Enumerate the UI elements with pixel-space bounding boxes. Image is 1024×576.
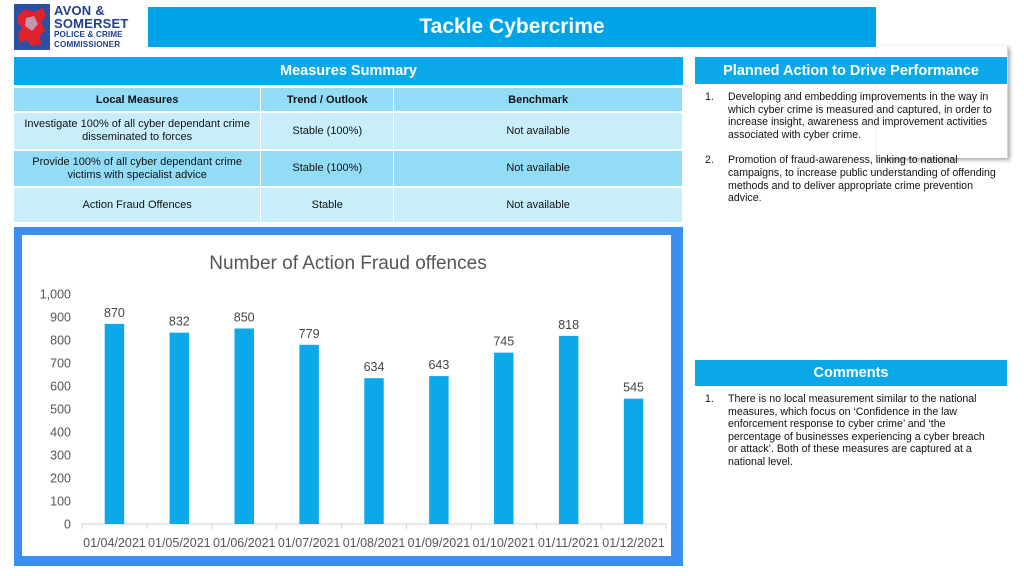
planned-action-heading: Planned Action to Drive Performance bbox=[695, 57, 1007, 84]
benchmark-cell: Not available bbox=[393, 150, 683, 188]
benchmark-cell: Not available bbox=[393, 112, 683, 151]
page-title: Tackle Cybercrime bbox=[148, 7, 876, 47]
list-item-number: 2. bbox=[705, 154, 714, 167]
measure-cell: Investigate 100% of all cyber dependant … bbox=[14, 112, 262, 151]
bar bbox=[494, 352, 514, 524]
x-tick-label: 01/08/2021 bbox=[343, 536, 406, 550]
list-item: 1. Developing and embedding improvements… bbox=[697, 91, 1003, 141]
list-item-number: 1. bbox=[705, 91, 714, 103]
trend-cell: Stable (100%) bbox=[260, 112, 395, 151]
logo-line-1: AVON & bbox=[54, 3, 105, 18]
pcc-logo: AVON & SOMERSET POLICE & CRIME COMMISSIO… bbox=[14, 4, 134, 52]
chart-title: Number of Action Fraud offences bbox=[209, 253, 486, 274]
chart-area: Number of Action Fraud offences 0 100 200 3… bbox=[22, 235, 671, 556]
trend-cell: Stable bbox=[260, 187, 395, 224]
x-tick-label: 01/10/2021 bbox=[472, 536, 535, 550]
bar-value-label: 634 bbox=[364, 360, 385, 374]
bar bbox=[623, 398, 644, 524]
x-tick-label: 01/11/2021 bbox=[538, 536, 600, 550]
bar bbox=[169, 332, 190, 524]
y-tick-label: 100 bbox=[50, 495, 71, 509]
y-tick-label: 700 bbox=[50, 357, 71, 371]
measures-header-row: Local Measures Trend / Outlook Benchmark bbox=[14, 88, 683, 113]
bar-value-label: 745 bbox=[493, 335, 514, 349]
list-item: 1. There is no local measurement similar… bbox=[697, 393, 997, 469]
table-row: Provide 100% of all cyber dependant crim… bbox=[14, 150, 683, 188]
x-tick-label: 01/09/2021 bbox=[408, 536, 471, 550]
column-header-benchmark: Benchmark bbox=[393, 88, 683, 113]
trend-cell: Stable (100%) bbox=[260, 150, 395, 188]
column-header-local-measures: Local Measures bbox=[14, 88, 262, 113]
bar-value-label: 545 bbox=[623, 381, 644, 395]
action-fraud-bar-chart: Number of Action Fraud offences 0 100 200 3… bbox=[40, 253, 667, 550]
logo-line-4: COMMISSIONER bbox=[54, 39, 121, 49]
bar bbox=[104, 323, 125, 524]
y-tick-label: 800 bbox=[50, 334, 71, 348]
list-item-text: There is no local measurement similar to… bbox=[728, 393, 985, 468]
y-tick-label: 0 bbox=[64, 518, 71, 532]
measures-summary-heading: Measures Summary bbox=[14, 57, 683, 85]
benchmark-cell: Not available bbox=[393, 187, 683, 224]
x-tick-label: 01/05/2021 bbox=[148, 536, 211, 550]
x-tick-label: 01/06/2021 bbox=[213, 536, 276, 550]
bar-value-label: 818 bbox=[558, 318, 579, 332]
comments-heading: Comments bbox=[695, 360, 1007, 386]
y-tick-label: 500 bbox=[50, 403, 71, 417]
chart-frame: Number of Action Fraud offences 0 100 200 3… bbox=[14, 227, 683, 566]
comments-list: 1. There is no local measurement similar… bbox=[697, 393, 997, 482]
bar-value-label: 850 bbox=[234, 311, 255, 325]
logo-wordmark: AVON & SOMERSET POLICE & CRIME COMMISSIO… bbox=[54, 4, 129, 49]
table-row: Investigate 100% of all cyber dependant … bbox=[14, 112, 683, 151]
x-tick-label: 01/04/2021 bbox=[83, 536, 146, 550]
bar-value-label: 870 bbox=[104, 306, 125, 320]
bar-value-label: 643 bbox=[428, 358, 449, 372]
bar bbox=[299, 344, 319, 524]
logo-line-3: POLICE & CRIME bbox=[54, 30, 123, 39]
y-tick-label: 200 bbox=[50, 472, 71, 486]
column-header-trend: Trend / Outlook bbox=[260, 88, 395, 113]
list-item: 2. Promotion of fraud-awareness, linking… bbox=[697, 154, 1003, 204]
x-tick-label: 01/12/2021 bbox=[602, 536, 665, 550]
bar bbox=[429, 376, 449, 524]
bar bbox=[234, 328, 254, 524]
list-item-number: 1. bbox=[705, 393, 714, 405]
measure-cell: Action Fraud Offences bbox=[14, 187, 262, 224]
x-tick-label: 01/07/2021 bbox=[278, 536, 341, 550]
measure-cell: Provide 100% of all cyber dependant crim… bbox=[14, 150, 262, 188]
region-map-icon bbox=[14, 4, 50, 50]
list-item-text: Promotion of fraud-awareness, linking to… bbox=[728, 154, 996, 205]
table-row: Action Fraud Offences Stable Not availab… bbox=[14, 187, 683, 224]
y-tick-label: 900 bbox=[50, 311, 71, 325]
bar-value-label: 832 bbox=[169, 315, 190, 329]
y-tick-label: 300 bbox=[50, 449, 71, 463]
bar bbox=[364, 378, 384, 524]
logo-line-2: SOMERSET bbox=[54, 16, 129, 31]
y-tick-label: 600 bbox=[50, 380, 71, 394]
bar bbox=[558, 335, 579, 524]
measures-table: Local Measures Trend / Outlook Benchmark… bbox=[14, 88, 683, 224]
list-item-text: Developing and embedding improvements in… bbox=[728, 91, 992, 141]
planned-action-list: 1. Developing and embedding improvements… bbox=[697, 91, 1003, 218]
bar-value-label: 779 bbox=[299, 327, 320, 341]
y-tick-label: 400 bbox=[50, 426, 71, 440]
y-tick-label: 1,000 bbox=[40, 288, 71, 302]
